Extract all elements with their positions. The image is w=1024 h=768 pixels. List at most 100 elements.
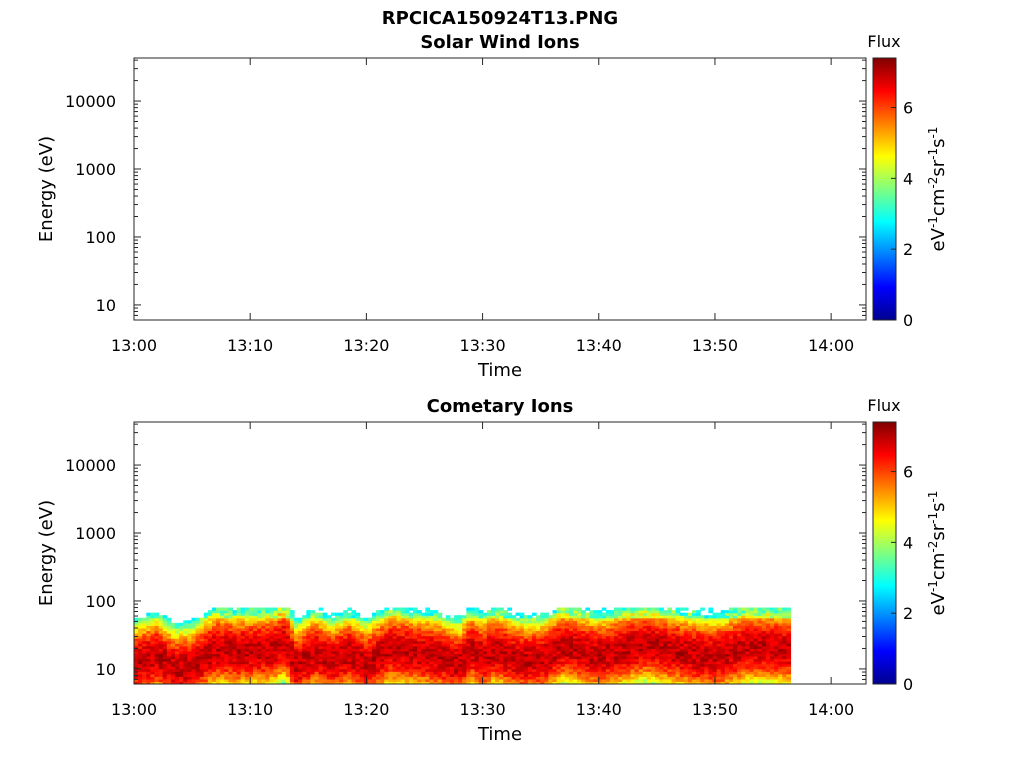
spectrogram-cell [679, 640, 685, 644]
spectrogram-cell [339, 668, 344, 672]
spectrogram-cell [211, 648, 217, 652]
spectrogram-cell [306, 627, 312, 632]
spectrogram-cell [183, 666, 188, 670]
spectrogram-cell [248, 681, 254, 684]
spectrogram-cell [367, 653, 373, 657]
spectrogram-cell [761, 661, 767, 665]
spectrogram-cell [376, 610, 381, 614]
spectrogram-cell [232, 668, 238, 672]
spectrogram-cell [240, 617, 246, 621]
spectrogram-cell [655, 617, 660, 621]
spectrogram-cell [515, 661, 521, 665]
spectrogram-cell [679, 630, 685, 634]
spectrogram-cell [646, 610, 652, 614]
spectrogram-cell [138, 643, 143, 647]
spectrogram-cell [162, 668, 168, 672]
spectrogram-cell [170, 666, 176, 670]
spectrogram-cell [585, 661, 591, 665]
spectrogram-cell [470, 671, 476, 675]
spectrogram-cell [679, 678, 685, 683]
spectrogram-cell [642, 630, 648, 634]
spectrogram-cell [236, 633, 242, 637]
spectrogram-cell [191, 663, 197, 667]
spectrogram-cell [318, 612, 324, 616]
spectrogram-cell [630, 668, 636, 672]
spectrogram-cell [462, 681, 467, 684]
spectrogram-cell [527, 648, 533, 652]
spectrogram-cell [466, 615, 472, 619]
spectrogram-cell [199, 671, 205, 675]
spectrogram-cell [511, 661, 517, 665]
spectrogram-cell [507, 607, 513, 611]
spectrogram-cell [191, 653, 197, 657]
spectrogram-cell [724, 638, 730, 642]
spectrogram-cell [330, 625, 336, 629]
spectrogram-cell [671, 648, 677, 652]
spectrogram-cell [585, 653, 591, 657]
spectrogram-cell [630, 673, 636, 677]
spectrogram-cell [614, 630, 619, 634]
spectrogram-cell [170, 668, 176, 672]
spectrogram-cell [519, 617, 525, 621]
spectrogram-cell [692, 643, 697, 647]
spectrogram-cell [211, 645, 217, 649]
spectrogram-cell [568, 666, 574, 670]
spectrogram-cell [228, 666, 234, 670]
spectrogram-cell [675, 661, 681, 665]
spectrogram-cell [351, 668, 357, 672]
spectrogram-cell [757, 653, 763, 657]
spectrogram-cell [396, 681, 402, 684]
spectrogram-cell [544, 612, 549, 616]
spectrogram-cell [745, 661, 751, 665]
spectrogram-cell [478, 640, 484, 644]
spectrogram-cell [371, 648, 377, 652]
spectrogram-cell [531, 630, 537, 634]
spectrogram-cell [240, 610, 246, 614]
spectrogram-cell [417, 655, 422, 660]
spectrogram-cell [236, 607, 242, 611]
spectrogram-cell [769, 615, 775, 619]
spectrogram-cell [782, 627, 787, 632]
spectrogram-cell [786, 622, 792, 626]
spectrogram-cell [655, 681, 660, 684]
spectrogram-cell [630, 612, 636, 616]
spectrogram-cell [589, 622, 595, 626]
spectrogram-cell [310, 676, 316, 680]
spectrogram-cell [708, 673, 714, 677]
spectrogram-cell [261, 666, 266, 670]
spectrogram-cell [425, 635, 431, 639]
spectrogram-cell [470, 643, 476, 647]
spectrogram-cell [445, 678, 451, 683]
spectrogram-cell [183, 648, 188, 652]
spectrogram-cell [310, 648, 316, 652]
spectrogram-cell [261, 610, 266, 614]
spectrogram-cell [261, 638, 266, 642]
spectrogram-cell [433, 648, 439, 652]
spectrogram-cell [589, 676, 595, 680]
spectrogram-cell [285, 612, 291, 616]
spectrogram-cell [343, 676, 348, 680]
spectrogram-cell [630, 653, 636, 657]
spectrogram-cell [187, 643, 193, 647]
spectrogram-cell [294, 661, 299, 665]
spectrogram-cell [642, 655, 648, 660]
spectrogram-cell [552, 633, 558, 637]
spectrogram-cell [609, 676, 615, 680]
spectrogram-cell [289, 635, 295, 639]
spectrogram-cell [765, 681, 771, 684]
spectrogram-cell [429, 610, 435, 614]
spectrogram-cell [663, 655, 668, 660]
spectrogram-cell [462, 673, 467, 677]
spectrogram-cell [503, 673, 508, 677]
spectrogram-cell [605, 610, 611, 614]
spectrogram-cell [433, 678, 439, 683]
spectrogram-cell [519, 650, 525, 655]
spectrogram-cell [593, 655, 599, 660]
spectrogram-cell [593, 610, 599, 614]
spectrogram-cell [425, 655, 431, 660]
spectrogram-cell [716, 630, 722, 634]
spectrogram-cell [343, 627, 348, 632]
spectrogram-cell [191, 633, 197, 637]
spectrogram-cell [207, 663, 213, 667]
spectrogram-cell [761, 633, 767, 637]
